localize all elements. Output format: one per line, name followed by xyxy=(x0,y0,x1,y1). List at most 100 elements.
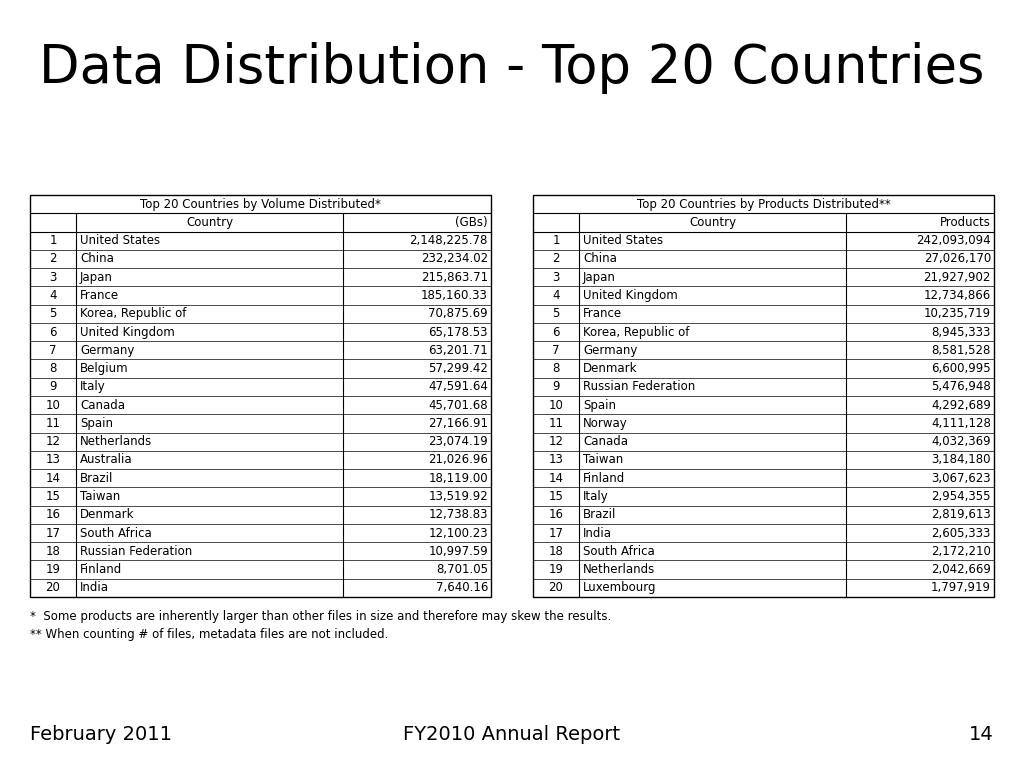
Text: Luxembourg: Luxembourg xyxy=(583,581,656,594)
Text: 21,026.96: 21,026.96 xyxy=(428,453,488,466)
Text: 9: 9 xyxy=(49,380,56,393)
Text: 8,701.05: 8,701.05 xyxy=(436,563,488,576)
Text: 4: 4 xyxy=(552,289,560,302)
Text: United States: United States xyxy=(80,234,160,247)
Text: *  Some products are inherently larger than other files in size and therefore ma: * Some products are inherently larger th… xyxy=(30,610,611,623)
Text: ** When counting # of files, metadata files are not included.: ** When counting # of files, metadata fi… xyxy=(30,628,388,641)
Text: 21,927,902: 21,927,902 xyxy=(924,271,991,283)
Text: 63,201.71: 63,201.71 xyxy=(428,344,488,357)
Text: 19: 19 xyxy=(45,563,60,576)
Text: 27,166.91: 27,166.91 xyxy=(428,417,488,430)
Text: China: China xyxy=(80,253,114,266)
Text: 185,160.33: 185,160.33 xyxy=(421,289,488,302)
Text: 2,148,225.78: 2,148,225.78 xyxy=(410,234,488,247)
Text: 14: 14 xyxy=(45,472,60,485)
Text: 5,476,948: 5,476,948 xyxy=(931,380,991,393)
Text: 10: 10 xyxy=(549,399,563,412)
Text: 2,172,210: 2,172,210 xyxy=(931,545,991,558)
Text: 10: 10 xyxy=(46,399,60,412)
Text: 20: 20 xyxy=(46,581,60,594)
Text: 12,734,866: 12,734,866 xyxy=(924,289,991,302)
Text: 12,100.23: 12,100.23 xyxy=(428,527,488,540)
Text: 232,234.02: 232,234.02 xyxy=(421,253,488,266)
Text: 7: 7 xyxy=(552,344,560,357)
Text: 16: 16 xyxy=(45,508,60,521)
Text: February 2011: February 2011 xyxy=(30,726,172,744)
Text: 4,032,369: 4,032,369 xyxy=(932,435,991,449)
Text: China: China xyxy=(583,253,617,266)
Text: Denmark: Denmark xyxy=(583,362,638,375)
Text: 2: 2 xyxy=(49,253,56,266)
Text: 8: 8 xyxy=(552,362,560,375)
Text: FY2010 Annual Report: FY2010 Annual Report xyxy=(403,726,621,744)
Text: Country: Country xyxy=(186,216,233,229)
Text: Spain: Spain xyxy=(583,399,616,412)
Text: Russian Federation: Russian Federation xyxy=(80,545,193,558)
Text: 17: 17 xyxy=(549,527,563,540)
Text: 2,042,669: 2,042,669 xyxy=(931,563,991,576)
Text: Denmark: Denmark xyxy=(80,508,134,521)
Text: 8,945,333: 8,945,333 xyxy=(932,326,991,339)
Text: Italy: Italy xyxy=(583,490,609,503)
Text: Korea, Republic of: Korea, Republic of xyxy=(80,307,186,320)
Text: 57,299.42: 57,299.42 xyxy=(428,362,488,375)
Text: Finland: Finland xyxy=(80,563,122,576)
Text: 10,997.59: 10,997.59 xyxy=(428,545,488,558)
Text: 16: 16 xyxy=(549,508,563,521)
Text: 17: 17 xyxy=(45,527,60,540)
Text: 27,026,170: 27,026,170 xyxy=(924,253,991,266)
Text: 14: 14 xyxy=(549,472,563,485)
Text: 1: 1 xyxy=(552,234,560,247)
Text: 7: 7 xyxy=(49,344,56,357)
Text: 2,954,355: 2,954,355 xyxy=(932,490,991,503)
Text: 11: 11 xyxy=(549,417,563,430)
Text: 13: 13 xyxy=(46,453,60,466)
Text: 4: 4 xyxy=(49,289,56,302)
Text: United Kingdom: United Kingdom xyxy=(583,289,678,302)
Text: 1: 1 xyxy=(49,234,56,247)
Text: 15: 15 xyxy=(549,490,563,503)
Text: France: France xyxy=(80,289,119,302)
Text: Brazil: Brazil xyxy=(80,472,114,485)
Text: Spain: Spain xyxy=(80,417,113,430)
Text: 20: 20 xyxy=(549,581,563,594)
Text: 8,581,528: 8,581,528 xyxy=(932,344,991,357)
Text: Finland: Finland xyxy=(583,472,626,485)
Text: 10,235,719: 10,235,719 xyxy=(924,307,991,320)
Text: India: India xyxy=(80,581,110,594)
Text: 2: 2 xyxy=(552,253,560,266)
Text: 6: 6 xyxy=(552,326,560,339)
Text: Netherlands: Netherlands xyxy=(80,435,153,449)
Text: 4,292,689: 4,292,689 xyxy=(931,399,991,412)
Text: Italy: Italy xyxy=(80,380,105,393)
Text: Germany: Germany xyxy=(583,344,638,357)
Text: Belgium: Belgium xyxy=(80,362,129,375)
Text: United States: United States xyxy=(583,234,664,247)
Text: 15: 15 xyxy=(46,490,60,503)
Text: 3,184,180: 3,184,180 xyxy=(932,453,991,466)
Text: 18: 18 xyxy=(549,545,563,558)
Text: 2,819,613: 2,819,613 xyxy=(931,508,991,521)
Text: Top 20 Countries by Products Distributed**: Top 20 Countries by Products Distributed… xyxy=(637,197,891,210)
Text: 12: 12 xyxy=(45,435,60,449)
Text: Canada: Canada xyxy=(583,435,628,449)
Text: France: France xyxy=(583,307,623,320)
Text: 70,875.69: 70,875.69 xyxy=(428,307,488,320)
Text: Australia: Australia xyxy=(80,453,133,466)
Text: Products: Products xyxy=(940,216,991,229)
Text: 12,738.83: 12,738.83 xyxy=(428,508,488,521)
Text: 6,600,995: 6,600,995 xyxy=(932,362,991,375)
Text: 215,863.71: 215,863.71 xyxy=(421,271,488,283)
Text: 5: 5 xyxy=(49,307,56,320)
Text: Netherlands: Netherlands xyxy=(583,563,655,576)
Text: Norway: Norway xyxy=(583,417,628,430)
Text: 2,605,333: 2,605,333 xyxy=(932,527,991,540)
Text: 47,591.64: 47,591.64 xyxy=(428,380,488,393)
Text: 19: 19 xyxy=(549,563,563,576)
Text: 6: 6 xyxy=(49,326,56,339)
Text: 8: 8 xyxy=(49,362,56,375)
Text: Japan: Japan xyxy=(80,271,113,283)
Text: 7,640.16: 7,640.16 xyxy=(435,581,488,594)
Text: 3: 3 xyxy=(49,271,56,283)
Text: Germany: Germany xyxy=(80,344,134,357)
